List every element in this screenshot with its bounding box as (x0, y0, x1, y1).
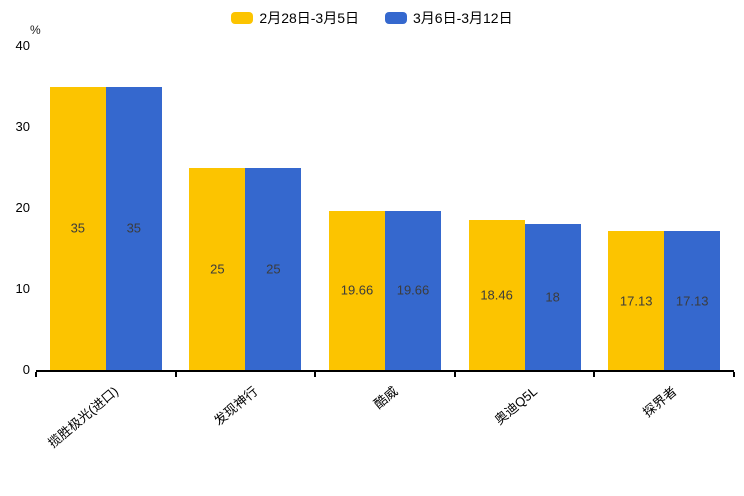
x-axis-category-label: 揽胜极光(进口) (45, 383, 122, 451)
y-axis-tick-label: 10 (15, 281, 30, 296)
x-axis-tick (593, 372, 596, 377)
bar-series1-探界者: 17.13 (608, 231, 665, 370)
legend-item[interactable]: 2月28日-3月5日 (231, 8, 359, 28)
bar-series2-发现神行: 25 (245, 167, 302, 370)
bar-group: 35 35 (36, 46, 176, 370)
legend-label: 2月28日-3月5日 (259, 10, 359, 26)
x-axis-category-label: 探界者 (640, 383, 680, 421)
x-axis-tick (35, 372, 37, 377)
bar-value-label: 18 (545, 289, 560, 305)
x-axis-tick (314, 372, 317, 377)
x-axis-category-label: 酷威 (370, 383, 401, 412)
chart-legend: 2月28日-3月5日 3月6日-3月12日 (0, 8, 744, 28)
bar-value-label: 35 (70, 220, 86, 236)
bar-series2-奥迪Q5L: 18 (524, 224, 581, 370)
bar-value-label: 17.13 (675, 293, 709, 309)
y-axis-tick-label: 30 (15, 119, 30, 134)
bar-value-label: 19.66 (340, 282, 374, 298)
bar-series2-酷威: 19.66 (384, 210, 441, 370)
legend-item[interactable]: 3月6日-3月12日 (385, 8, 513, 28)
y-axis-tick-label: 40 (15, 38, 30, 53)
x-axis-tick (453, 372, 456, 377)
bar-value-label: 18.46 (480, 287, 513, 303)
legend-swatch-icon (385, 12, 407, 24)
legend-label: 3月6日-3月12日 (413, 10, 513, 26)
bar-group: 18.46 18 (455, 46, 595, 370)
bar-series1-酷威: 19.66 (328, 210, 385, 370)
bar-value-label: 25 (210, 261, 225, 277)
plot-area: 35 35 25 25 19.66 19.66 18.46 18 17.13 17.13 (36, 46, 734, 372)
bar-series1-奥迪Q5L: 18.46 (468, 220, 525, 370)
bar-group: 19.66 19.66 (315, 46, 455, 370)
bar-group: 17.13 17.13 (594, 46, 734, 370)
x-axis-category-label: 发现神行 (211, 383, 261, 429)
y-axis-tick-label: 0 (22, 362, 30, 377)
bar-series2-探界者: 17.13 (664, 231, 721, 370)
y-axis-unit-label: % (30, 23, 41, 37)
bar-value-label: 35 (126, 220, 142, 236)
bar-series2-揽胜极光(进口): 35 (105, 86, 162, 370)
bar-group: 25 25 (176, 46, 316, 370)
x-axis-tick (174, 372, 177, 377)
x-axis-category-label: 奥迪Q5L (491, 383, 541, 428)
legend-swatch-icon (231, 12, 254, 24)
bar-value-label: 17.13 (619, 293, 653, 309)
bar-value-label: 25 (266, 261, 281, 277)
bar-series1-揽胜极光(进口): 35 (49, 86, 106, 370)
bar-value-label: 19.66 (396, 282, 430, 298)
bar-series1-发现神行: 25 (189, 167, 246, 370)
x-axis-tick (733, 372, 735, 377)
y-axis-tick-label: 20 (15, 200, 30, 215)
